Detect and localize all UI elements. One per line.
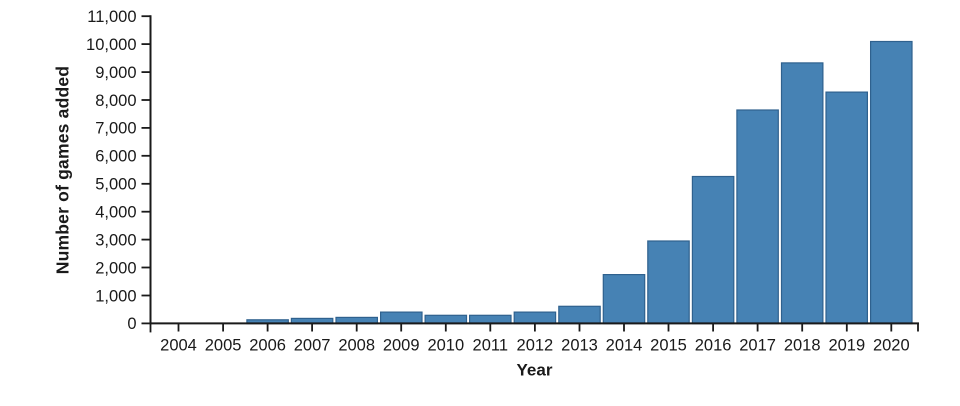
svg-text:9,000: 9,000: [95, 64, 136, 82]
svg-text:6,000: 6,000: [95, 148, 136, 166]
svg-text:Number of games added: Number of games added: [52, 66, 72, 274]
svg-text:2013: 2013: [561, 337, 598, 355]
svg-text:0: 0: [127, 315, 136, 333]
svg-text:1,000: 1,000: [95, 287, 136, 305]
svg-text:5,000: 5,000: [95, 176, 136, 194]
svg-text:2019: 2019: [828, 337, 865, 355]
svg-text:2017: 2017: [739, 337, 776, 355]
svg-text:2008: 2008: [338, 337, 375, 355]
svg-text:7,000: 7,000: [95, 120, 136, 138]
svg-text:2009: 2009: [383, 337, 420, 355]
svg-text:8,000: 8,000: [95, 92, 136, 110]
svg-text:4,000: 4,000: [95, 204, 136, 222]
svg-text:2015: 2015: [650, 337, 687, 355]
svg-text:2014: 2014: [606, 337, 643, 355]
svg-text:Year: Year: [517, 361, 553, 380]
svg-text:2016: 2016: [695, 337, 732, 355]
svg-text:10,000: 10,000: [86, 36, 136, 54]
svg-text:3,000: 3,000: [95, 231, 136, 249]
svg-text:2020: 2020: [873, 337, 910, 355]
svg-text:2010: 2010: [427, 337, 464, 355]
svg-text:2,000: 2,000: [95, 259, 136, 277]
svg-text:11,000: 11,000: [87, 8, 136, 26]
svg-text:2004: 2004: [160, 337, 197, 355]
svg-text:2012: 2012: [517, 337, 554, 355]
svg-text:2007: 2007: [294, 337, 331, 355]
svg-text:2011: 2011: [473, 337, 508, 355]
svg-text:2006: 2006: [249, 337, 286, 355]
svg-text:2018: 2018: [784, 337, 821, 355]
svg-text:2005: 2005: [205, 337, 242, 355]
